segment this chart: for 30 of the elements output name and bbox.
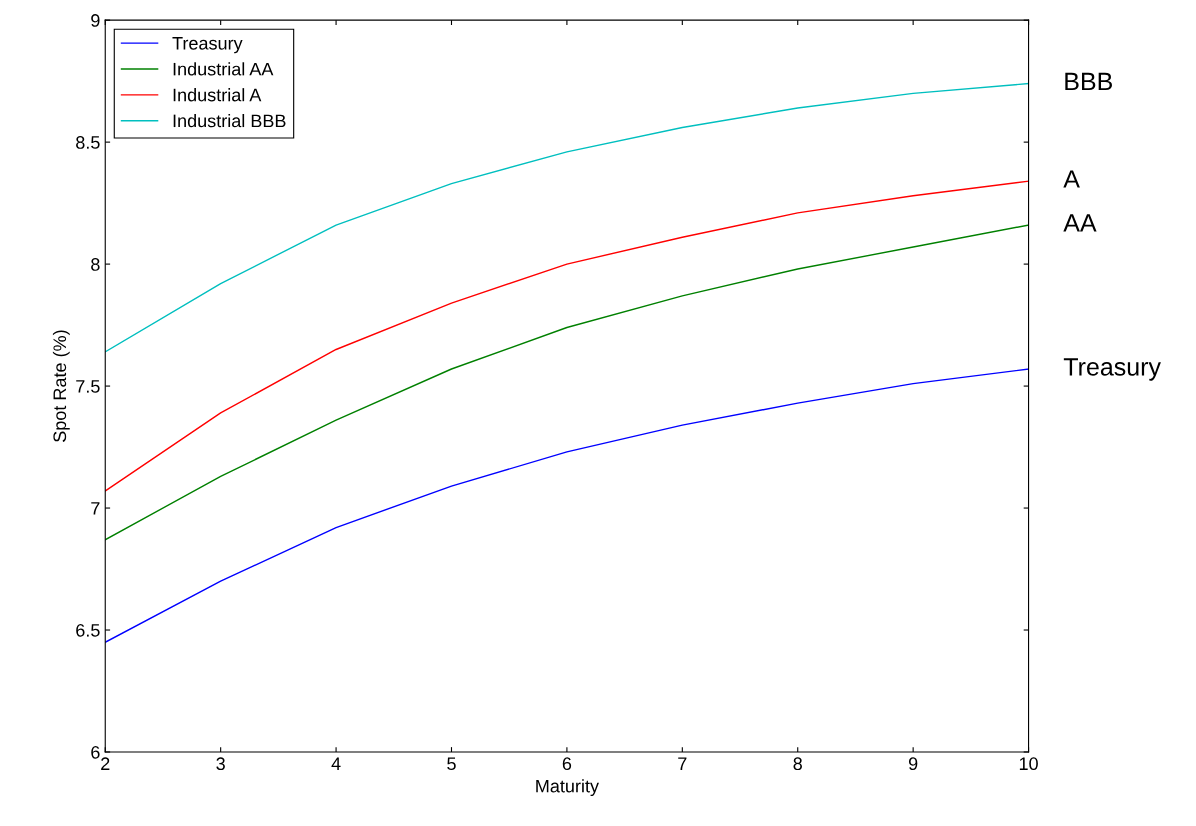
y-tick-label: 6 bbox=[91, 745, 100, 759]
line-series bbox=[105, 180, 1029, 492]
y-tick-label: 6.5 bbox=[76, 623, 100, 637]
x-tick-label: 8 bbox=[793, 757, 802, 771]
y-tick-label: 8.5 bbox=[76, 136, 100, 149]
y-axis-title: Spot Rate (%) bbox=[52, 330, 70, 442]
legend-label: Industrial AA bbox=[173, 62, 274, 76]
text: BBB bbox=[1065, 72, 1112, 91]
y-tick-label: 7.5 bbox=[76, 380, 100, 393]
x-tick-label: 9 bbox=[908, 757, 918, 771]
line-series bbox=[105, 368, 1029, 643]
text: Treasury bbox=[1063, 358, 1161, 381]
x-tick-label: 2 bbox=[101, 757, 110, 770]
x-tick-label: 10 bbox=[1019, 757, 1038, 771]
x-axis-title: Maturity bbox=[536, 779, 599, 797]
legend-label: Treasury bbox=[172, 37, 243, 54]
y-tick-label: 8 bbox=[91, 258, 100, 271]
legend-label: Industrial BBB bbox=[173, 113, 286, 128]
text: AA bbox=[1063, 214, 1097, 232]
y-tick-label: 9 bbox=[91, 14, 100, 27]
x-tick-label: 5 bbox=[447, 757, 456, 771]
line-series bbox=[105, 82, 1029, 353]
text: A bbox=[1063, 170, 1080, 188]
x-tick-label: 7 bbox=[678, 757, 687, 770]
legend-label: Industrial A bbox=[173, 88, 262, 102]
y-tick-label: 7 bbox=[91, 502, 100, 515]
x-tick-label: 3 bbox=[216, 757, 225, 771]
line-series bbox=[105, 224, 1029, 541]
x-tick-label: 6 bbox=[562, 757, 572, 771]
x-tick-label: 4 bbox=[331, 757, 341, 770]
